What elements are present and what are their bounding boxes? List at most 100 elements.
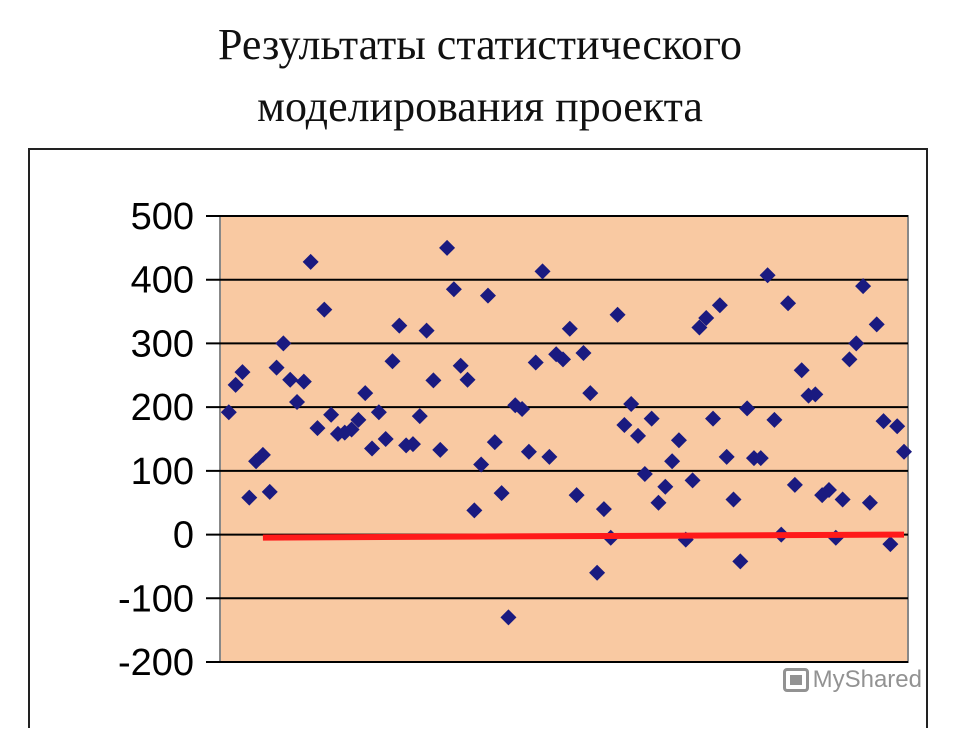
data-point-81 (766, 411, 783, 428)
data-point-75 (725, 491, 742, 508)
y-tick-label-4: 100 (131, 451, 194, 493)
data-point-54 (582, 385, 599, 402)
data-point-46 (527, 354, 544, 371)
data-point-91 (834, 491, 851, 508)
data-point-58 (609, 306, 626, 323)
data-point-52 (568, 487, 585, 504)
data-point-15 (316, 301, 333, 318)
data-point-63 (643, 410, 660, 427)
data-point-7 (261, 483, 278, 500)
data-point-38 (473, 456, 490, 473)
data-point-74 (718, 448, 735, 465)
data-point-59 (616, 416, 633, 433)
data-point-45 (520, 443, 537, 460)
data-point-94 (855, 278, 872, 295)
data-point-95 (861, 494, 878, 511)
data-point-49 (548, 346, 565, 363)
watermark-text: MyShared (812, 666, 922, 693)
data-point-93 (848, 335, 865, 352)
data-point-10 (282, 371, 299, 388)
data-point-51 (561, 320, 578, 337)
data-point-35 (452, 357, 469, 374)
data-point-71 (698, 309, 715, 326)
data-point-12 (295, 373, 312, 390)
data-point-80 (759, 267, 776, 284)
data-point-76 (732, 553, 749, 570)
data-point-9 (275, 335, 292, 352)
data-point-34 (445, 281, 462, 298)
data-point-79 (752, 450, 769, 467)
chart-frame: 500 400 300 200 100 0 -100 -200 (28, 148, 928, 728)
data-point-14 (309, 420, 326, 437)
data-point-26 (391, 317, 408, 334)
data-point-53 (575, 344, 592, 361)
scatter-chart: 500 400 300 200 100 0 -100 -200 (118, 196, 912, 684)
data-point-50 (555, 351, 571, 368)
y-tick-label-6: -100 (118, 578, 194, 620)
data-point-62 (636, 466, 653, 483)
data-point-98 (882, 536, 899, 553)
data-point-97 (875, 413, 892, 430)
data-point-55 (589, 564, 606, 581)
zero-reference-line (262, 531, 905, 541)
y-tick-label-5: 0 (173, 515, 194, 557)
data-point-96 (868, 316, 885, 333)
data-point-72 (705, 410, 722, 427)
data-point-31 (425, 372, 442, 389)
data-point-29 (411, 408, 428, 425)
data-point-56 (595, 501, 612, 518)
watermark: MyShared (782, 666, 922, 694)
slide-title: Результаты статистического моделирования… (0, 14, 960, 138)
data-point-28 (404, 436, 421, 453)
data-point-83 (780, 295, 797, 312)
data-point-84 (786, 476, 803, 493)
plot-area (219, 215, 909, 663)
presentation-icon (782, 668, 809, 692)
data-point-25 (384, 353, 401, 370)
data-point-47 (534, 263, 551, 280)
data-point-20 (350, 411, 367, 428)
slide-title-line-1: Результаты статистического (218, 20, 742, 69)
data-point-44 (514, 401, 531, 418)
data-point-100 (896, 443, 912, 460)
data-point-40 (486, 434, 503, 451)
data-point-4 (241, 489, 258, 506)
y-tick-label-1: 400 (131, 260, 194, 302)
data-point-89 (820, 481, 837, 498)
data-point-92 (841, 351, 858, 368)
data-point-32 (432, 441, 449, 458)
data-point-23 (370, 404, 387, 421)
data-point-30 (418, 322, 435, 339)
y-tick-label-0: 500 (131, 196, 194, 238)
y-tick-label-2: 300 (131, 323, 194, 365)
data-point-16 (323, 406, 340, 423)
y-tick-label-7: -200 (118, 642, 194, 684)
data-point-73 (711, 297, 728, 314)
data-point-69 (684, 472, 701, 489)
slide-title-line-2: моделирования проекта (257, 82, 703, 131)
data-point-36 (459, 371, 476, 388)
data-point-22 (364, 440, 381, 457)
data-point-64 (650, 494, 667, 511)
data-point-67 (670, 432, 687, 449)
data-point-19 (343, 421, 360, 438)
data-point-60 (623, 395, 640, 412)
data-point-77 (739, 400, 756, 417)
data-point-24 (377, 431, 394, 447)
data-point-8 (268, 359, 285, 376)
data-point-41 (493, 485, 510, 502)
data-point-21 (357, 385, 374, 402)
data-point-37 (466, 502, 483, 519)
data-point-85 (793, 362, 810, 379)
data-point-99 (889, 418, 906, 435)
data-point-66 (664, 453, 681, 470)
data-point-61 (630, 427, 647, 444)
data-point-39 (479, 287, 496, 304)
data-point-42 (500, 609, 517, 626)
data-point-33 (439, 239, 456, 256)
y-tick-label-3: 200 (131, 387, 194, 429)
data-point-1 (220, 404, 237, 421)
data-point-2 (227, 376, 244, 393)
data-point-48 (541, 448, 558, 465)
data-point-70 (691, 319, 708, 336)
